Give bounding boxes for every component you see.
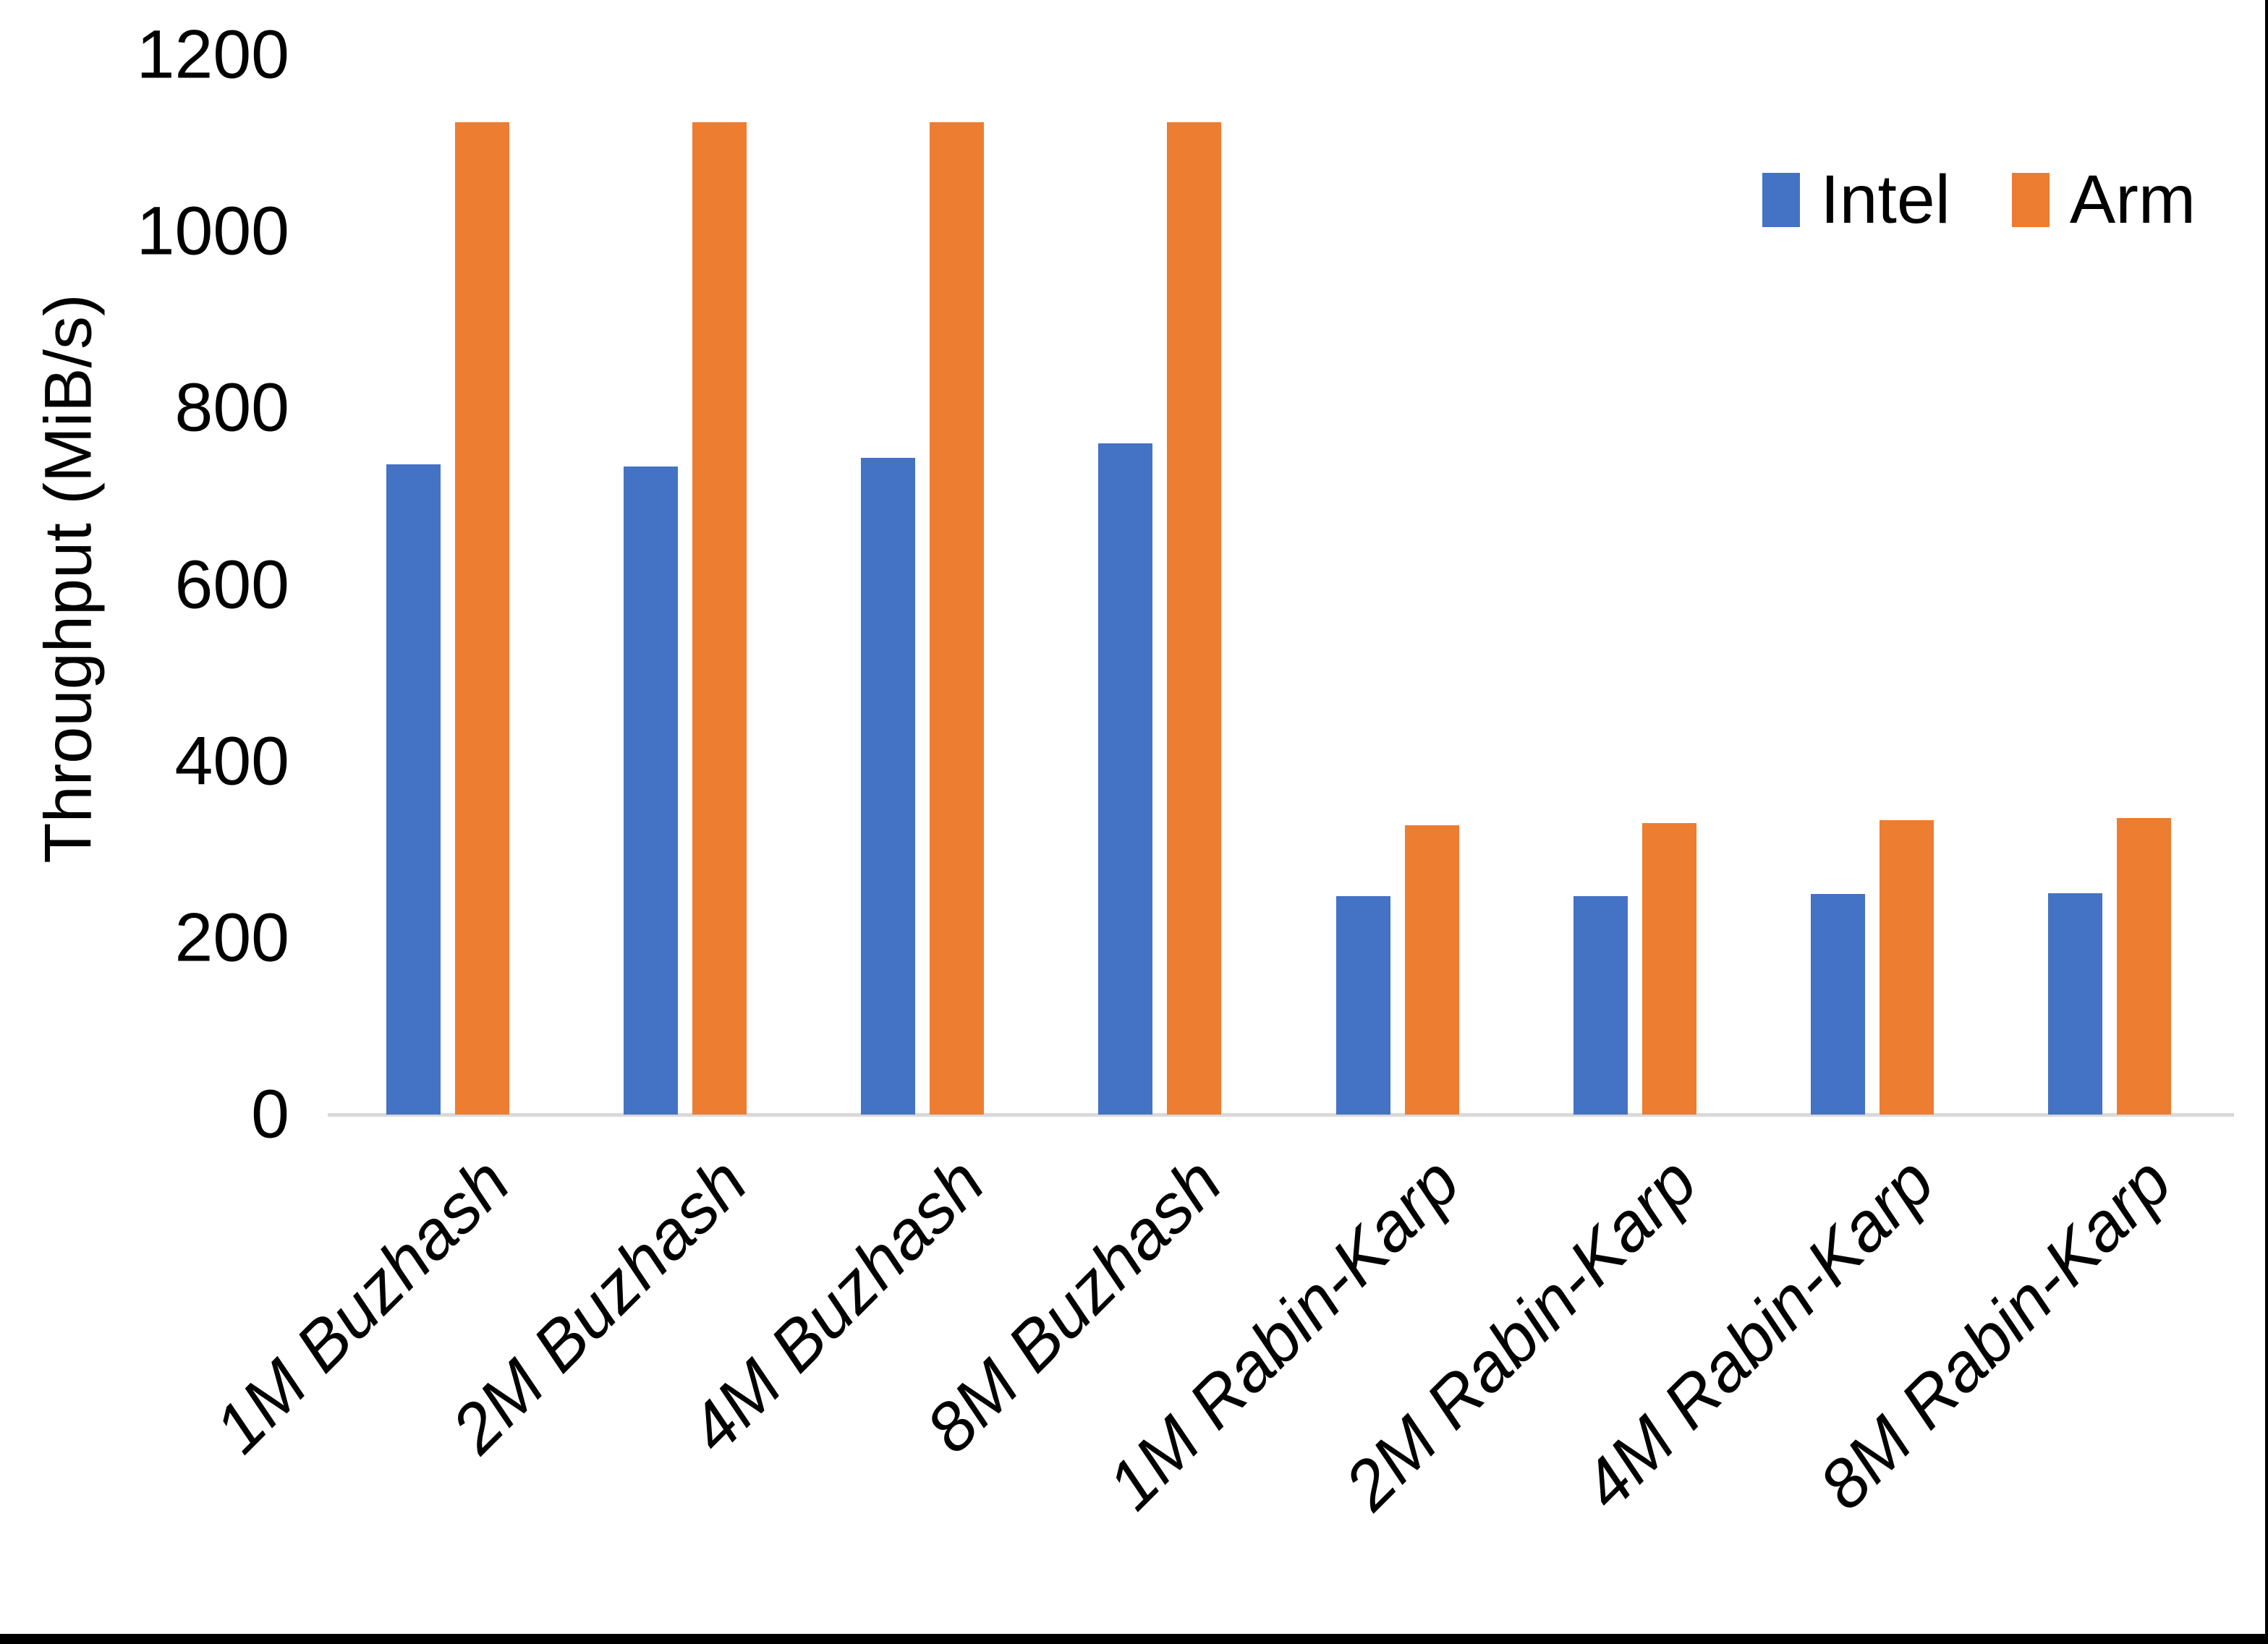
legend: Intel Arm: [1762, 161, 2196, 239]
bar-arm-2m-buzhash: [692, 122, 747, 1115]
bar-intel-2m-buzhash: [624, 466, 679, 1115]
bar-arm-1m-buzhash: [455, 122, 509, 1115]
legend-swatch-arm: [2011, 173, 2050, 227]
legend-label-intel: Intel: [1820, 161, 1950, 238]
x-axis-line: [328, 1113, 2234, 1117]
bar-intel-4m-rabin-karp: [1810, 893, 1865, 1115]
y-tick-label-600: 600: [174, 546, 289, 623]
bar-arm-2m-rabin-karp: [1641, 823, 1696, 1115]
bar-arm-4m-rabin-karp: [1879, 820, 1934, 1115]
bar-arm-4m-buzhash: [930, 122, 985, 1115]
bar-intel-1m-rabin-karp: [1335, 896, 1390, 1115]
legend-item-intel: Intel: [1762, 161, 1950, 239]
bar-intel-1m-buzhash: [386, 464, 441, 1115]
bar-arm-8m-buzhash: [1167, 122, 1222, 1115]
legend-swatch-intel: [1762, 173, 1801, 227]
y-tick-label-200: 200: [174, 899, 289, 976]
y-tick-label-400: 400: [174, 723, 289, 800]
bar-arm-1m-rabin-karp: [1404, 825, 1459, 1115]
bar-intel-8m-rabin-karp: [2047, 893, 2102, 1115]
legend-label-arm: Arm: [2069, 161, 2196, 238]
bar-intel-2m-rabin-karp: [1573, 896, 1628, 1115]
window-bottom-edge: [0, 1634, 2268, 1644]
bar-intel-8m-buzhash: [1098, 443, 1153, 1115]
legend-item-arm: Arm: [2011, 161, 2196, 239]
y-tick-label-1000: 1000: [136, 192, 289, 270]
y-tick-label-0: 0: [251, 1076, 289, 1153]
bar-arm-8m-rabin-karp: [2116, 817, 2171, 1115]
bar-intel-4m-buzhash: [861, 457, 916, 1115]
window-right-edge: [2265, 0, 2268, 1644]
y-tick-label-800: 800: [174, 369, 289, 446]
y-tick-label-1200: 1200: [136, 16, 289, 93]
